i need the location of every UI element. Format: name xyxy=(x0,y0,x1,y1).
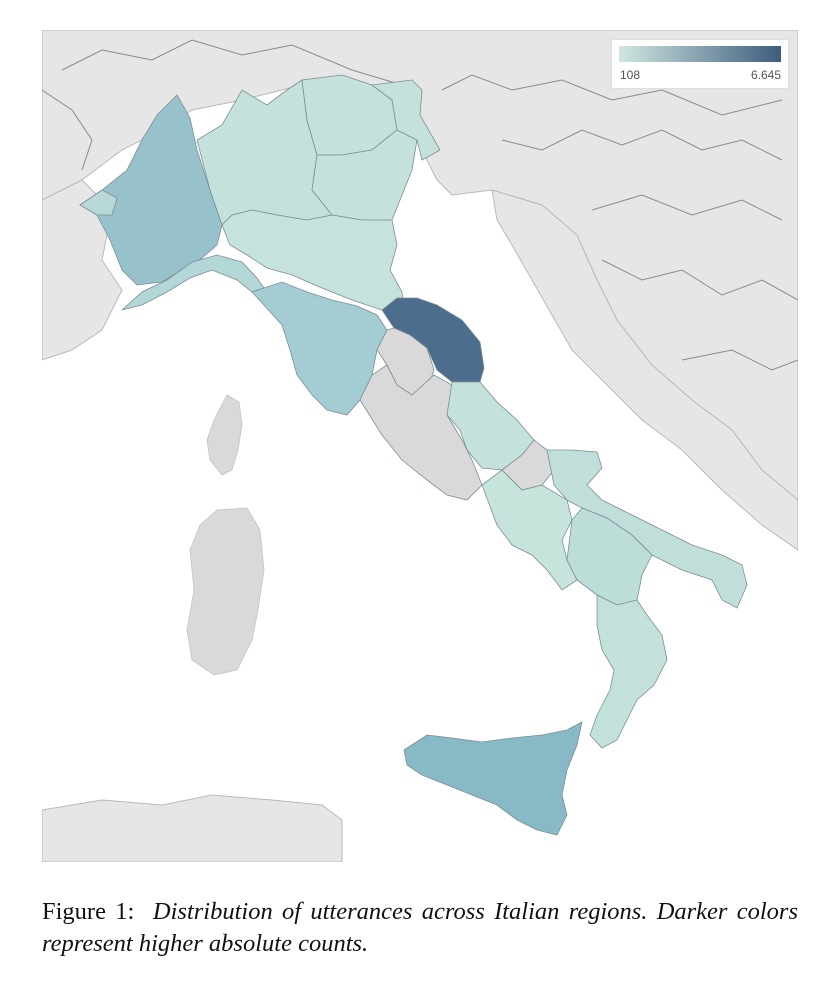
legend-gradient-bar xyxy=(619,46,781,62)
region-basilicata xyxy=(566,507,653,606)
figure-caption: Figure 1: Distribution of utterances acr… xyxy=(42,896,798,960)
caption-text: Distribution of utterances across Italia… xyxy=(42,898,798,957)
country-borders xyxy=(42,39,798,371)
legend-max-label: 6.645 xyxy=(750,68,781,82)
color-legend: 108 6.645 xyxy=(611,39,789,89)
land-africa xyxy=(42,794,343,862)
region-valle-daosta xyxy=(79,189,118,216)
legend-min-label: 108 xyxy=(620,68,641,82)
region-veneto xyxy=(311,129,418,221)
land-balkans xyxy=(491,189,798,551)
region-friuli-venezia-giulia xyxy=(370,79,441,161)
caption-label: Figure 1: xyxy=(42,898,135,925)
region-corsica xyxy=(206,394,243,476)
map xyxy=(42,30,798,862)
region-emilia-romagna xyxy=(221,209,405,311)
region-sardegna xyxy=(186,507,265,676)
region-calabria xyxy=(589,594,668,749)
region-lazio xyxy=(359,364,483,501)
italy-choropleth-map xyxy=(42,30,798,862)
region-sicilia xyxy=(403,721,583,836)
region-toscana xyxy=(251,281,388,416)
